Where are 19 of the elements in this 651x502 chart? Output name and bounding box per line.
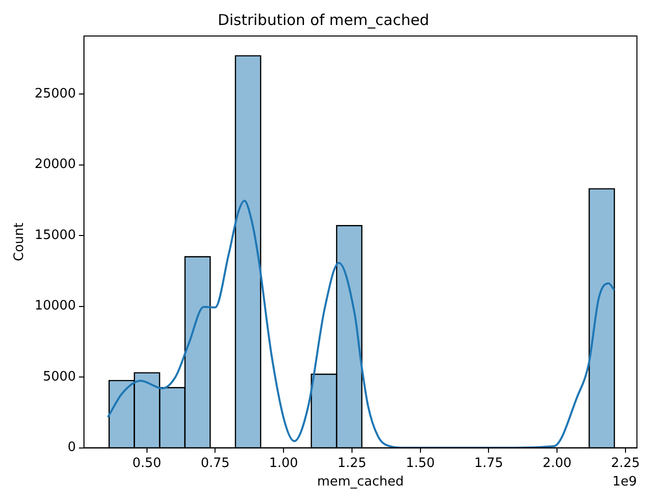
y-tick-label: 20000 (34, 157, 76, 172)
y-tick-label: 15000 (34, 228, 76, 243)
x-tick-label: 1.50 (406, 456, 435, 471)
text: 1e9 (612, 474, 637, 490)
x-tick-label: 1.75 (474, 456, 504, 471)
x-tick-label: 1.25 (337, 456, 366, 471)
y-tick-label: 10000 (34, 298, 76, 314)
y-axis-title: Count (12, 222, 28, 262)
x-tick-label: 0.50 (132, 456, 162, 471)
line-series (107, 200, 615, 448)
y-tick-label: 5000 (42, 369, 76, 384)
x-tick-label: 1.00 (269, 456, 298, 471)
x-tick-label: 2.25 (610, 456, 640, 471)
x-axis-title: mem_cached (317, 474, 404, 490)
y-tick-label: 0 (68, 440, 76, 456)
y-tick-label: 25000 (34, 86, 76, 102)
x-tick-label: 2.00 (542, 456, 572, 471)
x-tick-label: 0.75 (200, 456, 230, 471)
chart-title: Distribution of mem_cached (218, 10, 430, 29)
